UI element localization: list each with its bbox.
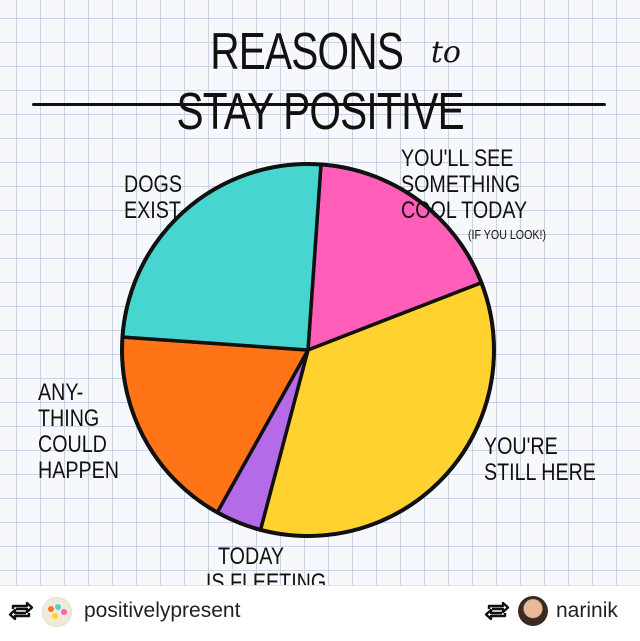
title-to: to xyxy=(430,34,461,70)
label-dogs: DOGS EXIST xyxy=(124,172,195,224)
repost-icon[interactable] xyxy=(8,600,34,622)
repost-footer: positivelypresent narinik xyxy=(0,585,640,641)
label-you-will-see-line2: SOMETHING xyxy=(401,170,521,198)
label-you-will-see-line1: YOU'LL SEE xyxy=(401,145,514,172)
label-anything-line3: COULD xyxy=(38,430,107,458)
right-account-name[interactable]: narinik xyxy=(556,599,618,622)
pie-outline xyxy=(120,162,496,538)
label-anything: ANY- THING COULD HAPPEN xyxy=(38,380,137,484)
title-underline xyxy=(32,103,606,106)
label-dogs-line2: EXIST xyxy=(124,196,181,224)
positivelypresent-avatar[interactable] xyxy=(42,597,72,627)
chart-title: REASONS to STAY POSITIVE xyxy=(0,22,640,141)
label-you-will-see: YOU'LL SEE SOMETHING COOL TODAY xyxy=(401,146,555,224)
narinik-avatar[interactable] xyxy=(518,596,548,626)
label-still-here-line2: STILL HERE xyxy=(484,458,596,486)
label-anything-line1: ANY- xyxy=(38,379,84,406)
label-if-you-look-text: (IF YOU LOOK!) xyxy=(468,227,546,242)
title-stay-positive: STAY POSITIVE xyxy=(176,83,464,141)
repost-icon-right[interactable] xyxy=(484,600,510,622)
label-still-here: YOU'RE STILL HERE xyxy=(484,434,621,486)
label-you-will-see-line3: COOL TODAY xyxy=(401,196,528,224)
label-dogs-line1: DOGS xyxy=(124,171,182,198)
label-fleeting-line1: TODAY xyxy=(218,543,284,570)
label-anything-line4: HAPPEN xyxy=(38,456,119,484)
pie-chart xyxy=(120,162,496,538)
label-if-you-look: (IF YOU LOOK!) xyxy=(468,227,563,242)
title-reasons: REASONS xyxy=(210,23,404,81)
left-account-name[interactable]: positivelypresent xyxy=(84,599,241,622)
label-anything-line2: THING xyxy=(38,404,100,432)
label-still-here-line1: YOU'RE xyxy=(484,433,558,460)
